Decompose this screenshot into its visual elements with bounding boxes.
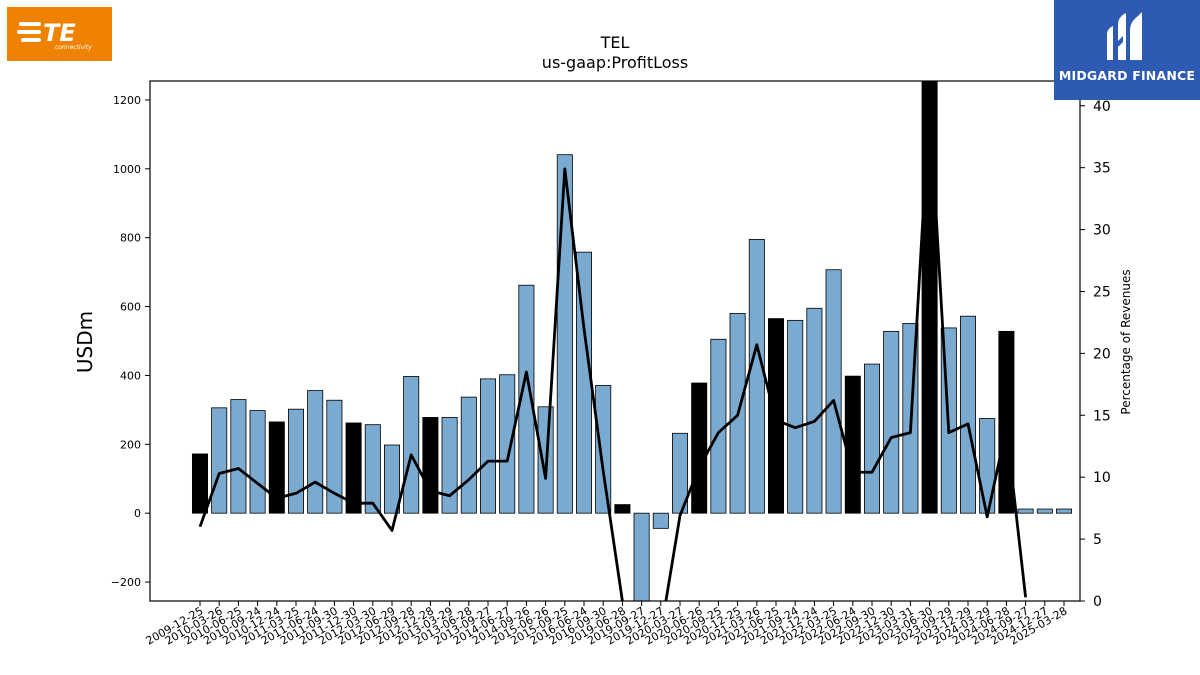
- te-connectivity-logo: TE connectivity: [7, 7, 112, 61]
- y2-tick-label: 10: [1093, 470, 1111, 486]
- bar-2013-06-28: [460, 396, 477, 514]
- bar-2013-03-29: [441, 417, 458, 514]
- midgard-logo-mark-icon: [1107, 12, 1142, 60]
- bar-2016-09-30: [595, 385, 612, 514]
- y2-axis-label: Percentage of Revenues: [1119, 269, 1133, 414]
- y-tick-label: 800: [120, 232, 141, 245]
- bar-2011-06-24: [307, 390, 324, 514]
- bar-2024-09-27: [1017, 508, 1034, 514]
- bar-2021-12-24: [806, 307, 823, 514]
- plot-frame: [149, 80, 1081, 602]
- percentage-line: [198, 101, 1027, 601]
- te-logo-text: TE: [43, 19, 76, 47]
- bar-2019-06-28: [614, 504, 631, 514]
- bar-2009-12-25: [191, 453, 208, 514]
- y-tick-label: 0: [134, 507, 141, 520]
- bar-2014-09-26: [518, 284, 535, 514]
- bar-2022-03-25: [825, 269, 842, 514]
- y-tick-label: 1000: [113, 163, 141, 176]
- te-logo-subtext: connectivity: [55, 44, 92, 51]
- bar-2021-09-24: [787, 319, 804, 514]
- bar-2010-09-24: [249, 410, 266, 514]
- bar-2012-09-28: [403, 376, 420, 514]
- bar-2021-03-26: [748, 239, 765, 514]
- bar-2023-06-30: [921, 81, 938, 514]
- bar-2023-12-29: [960, 315, 977, 514]
- bar-2022-12-30: [883, 330, 900, 514]
- bar-2011-12-30: [345, 422, 362, 514]
- bar-2020-06-26: [691, 382, 708, 514]
- axes: −200 0 200 400 600 800 1000 1200 0 5 10 15 20 25 30 35 4…: [111, 80, 1111, 648]
- y2-tick-label: 0: [1093, 594, 1102, 610]
- bar-2019-12-27: [652, 512, 669, 529]
- y2-tick-label: 30: [1093, 223, 1111, 239]
- y-axis-label: USDm: [73, 311, 97, 373]
- bar-2010-03-26: [211, 407, 228, 514]
- y2-tick-label: 35: [1093, 161, 1111, 177]
- bar-2012-03-30: [364, 424, 381, 514]
- bar-2014-06-27: [499, 374, 516, 514]
- bar-2013-09-27: [479, 378, 496, 514]
- y2-tick-label: 40: [1093, 99, 1111, 115]
- plot-area: [191, 81, 1073, 601]
- bar-2011-03-25: [287, 408, 304, 514]
- bar-2022-09-30: [864, 363, 881, 514]
- y-tick-label: 1200: [113, 94, 141, 107]
- y2-tick-label: 15: [1093, 408, 1111, 424]
- y2-tick-label: 25: [1093, 284, 1111, 300]
- bar-2011-09-30: [326, 399, 343, 514]
- y-tick-label: 600: [120, 301, 141, 314]
- y-tick-label: −200: [111, 576, 141, 589]
- midgard-logo-text: MIDGARD FINANCE: [1058, 68, 1196, 83]
- bar-2012-06-29: [383, 444, 400, 514]
- bar-2022-06-24: [844, 375, 861, 514]
- bar-2025-03-28: [1056, 508, 1073, 514]
- bar-2010-06-25: [230, 399, 247, 514]
- y-tick-label: 400: [120, 369, 141, 382]
- bar-2012-12-28: [422, 417, 439, 514]
- bar-2010-12-24: [268, 421, 285, 514]
- bar-2019-09-27: [633, 512, 650, 601]
- midgard-finance-logo: MIDGARD FINANCE: [1054, 0, 1200, 100]
- y2-tick-label: 20: [1093, 346, 1111, 362]
- bar-2024-12-27: [1036, 508, 1053, 514]
- chart-subtitle: us-gaap:ProfitLoss: [542, 53, 688, 72]
- chart-title: TEL: [600, 33, 630, 52]
- y2-tick-label: 5: [1093, 532, 1102, 548]
- y-tick-label: 200: [120, 438, 141, 451]
- te-logo-mark-icon: TE: [17, 19, 76, 47]
- bar-2024-03-29: [979, 418, 996, 514]
